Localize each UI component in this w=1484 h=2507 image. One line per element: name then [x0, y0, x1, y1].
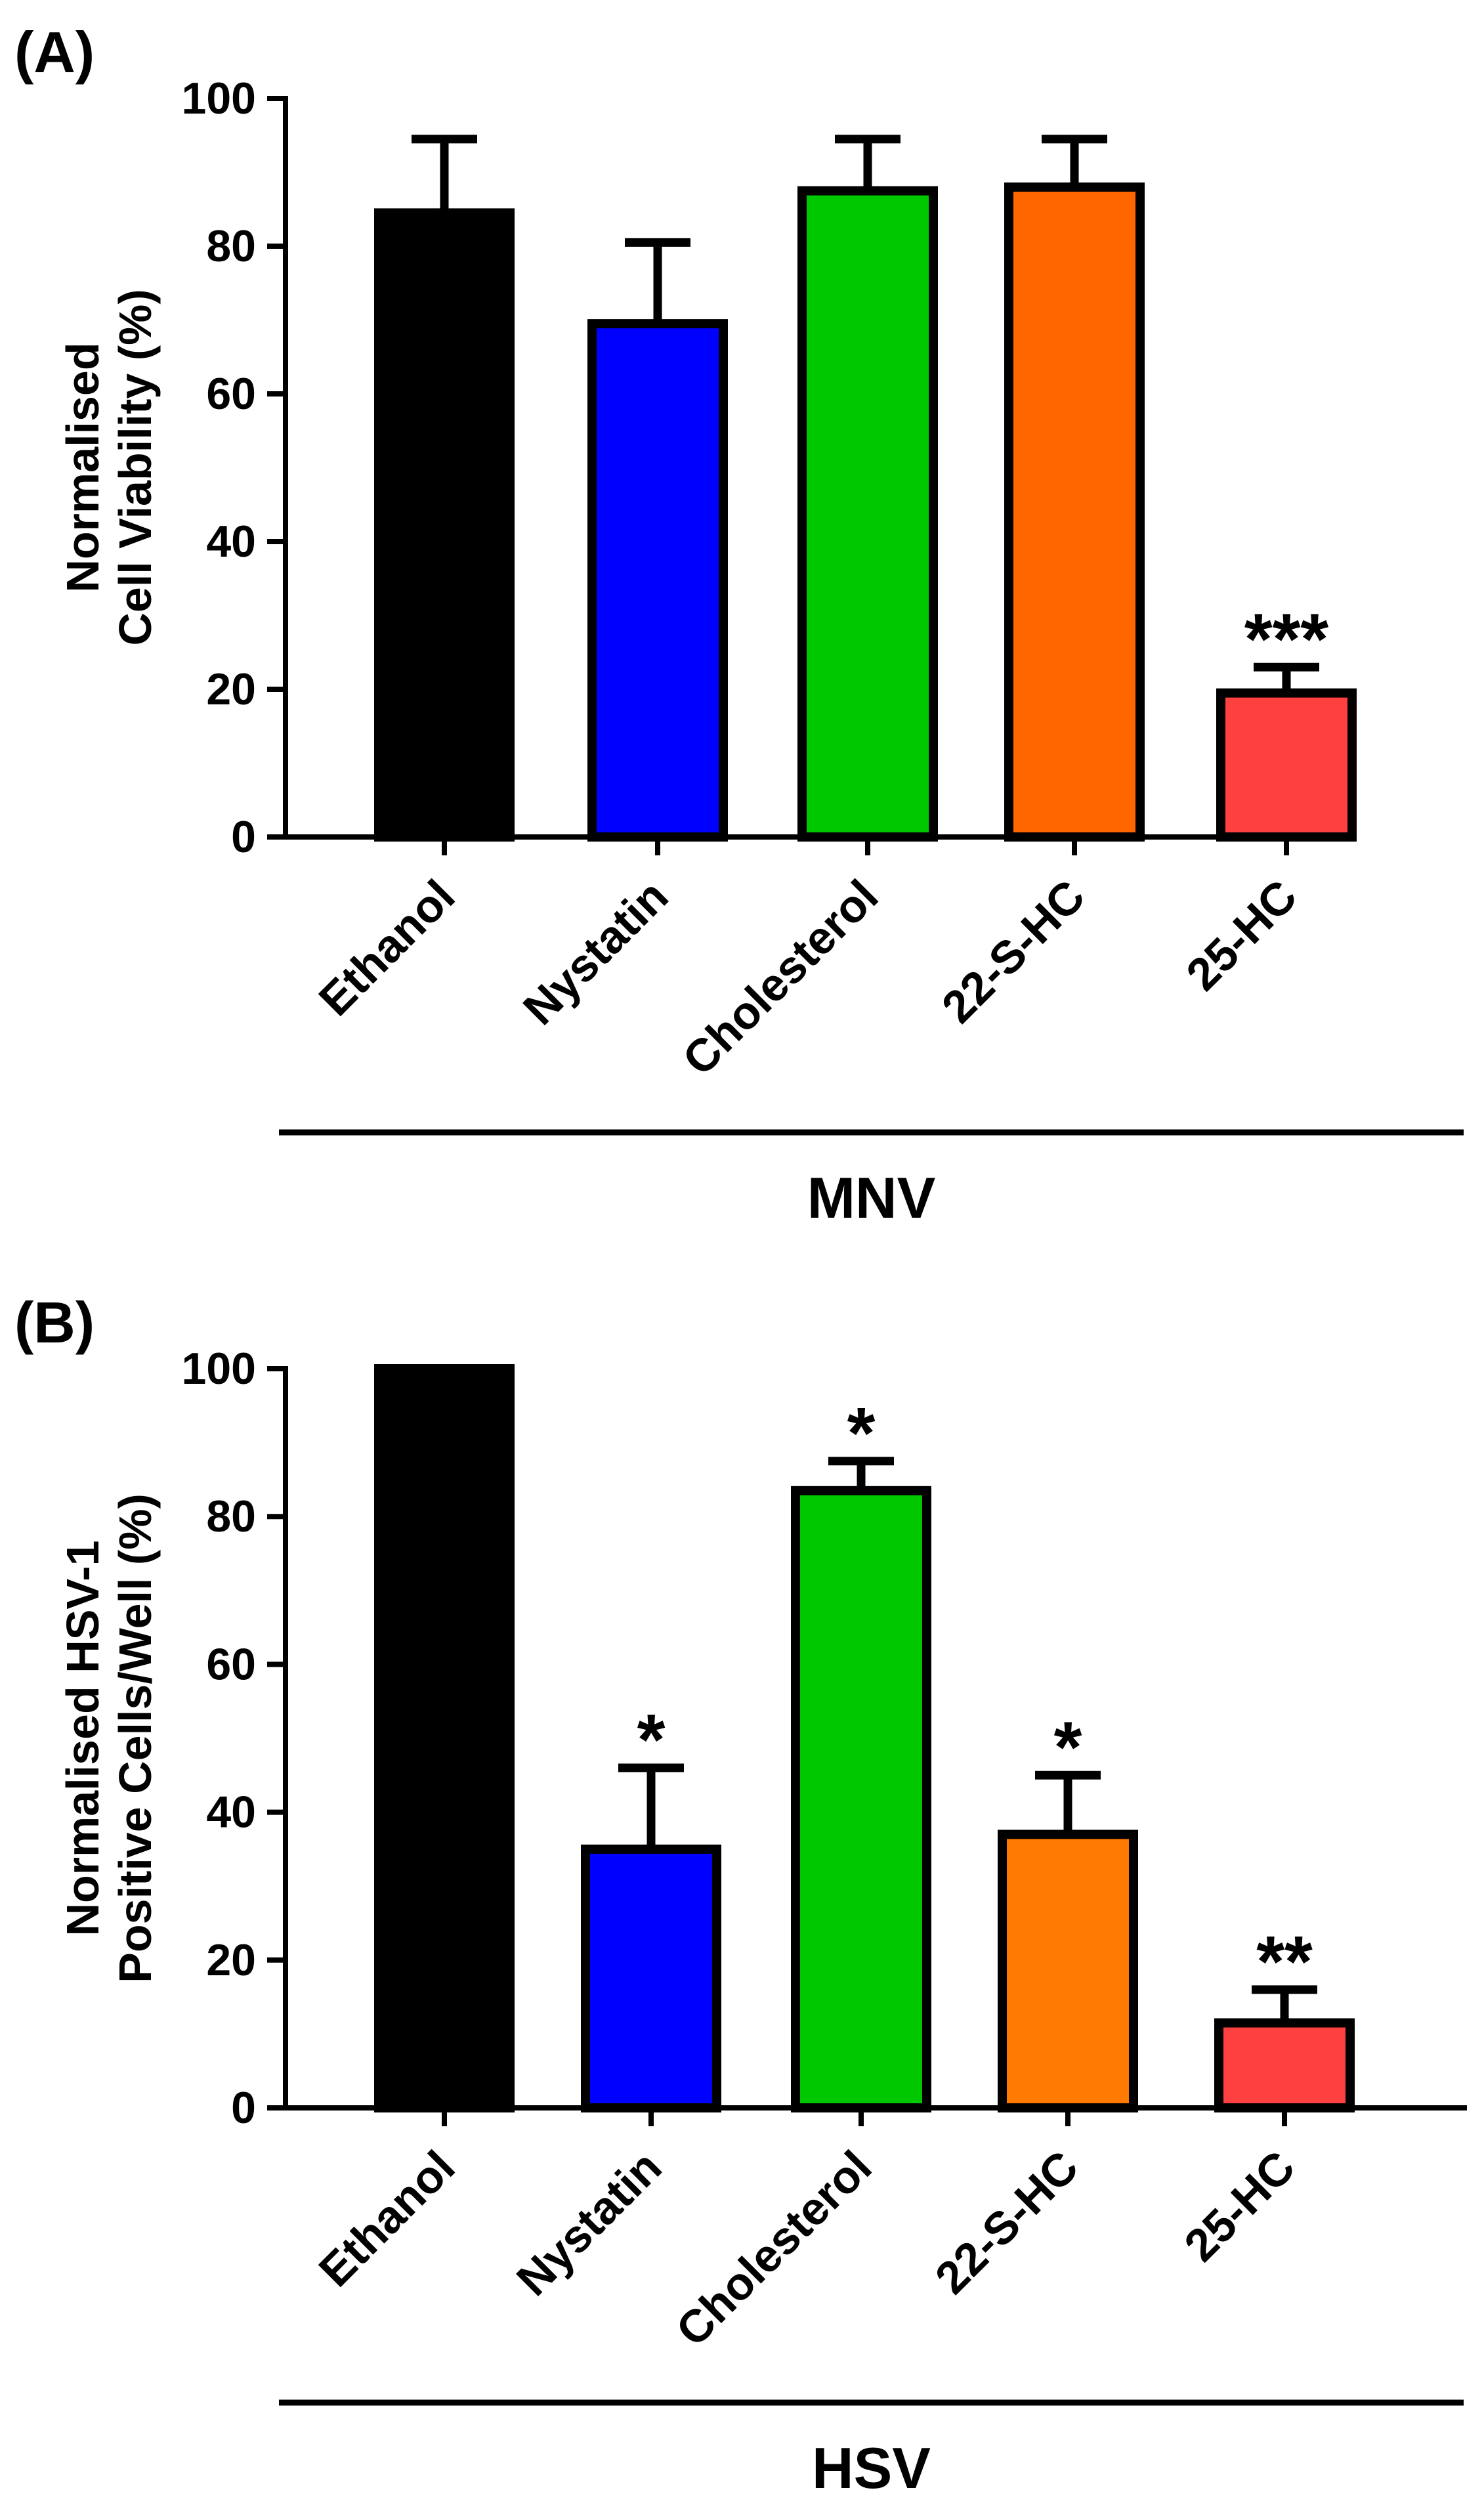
bar-25-hc [1214, 2018, 1355, 2113]
bar-ethanol [374, 1364, 515, 2112]
significance-marker: * [847, 1393, 876, 1474]
y-tick-label: 20 [206, 1935, 256, 1985]
y-axis-label: Normalised [57, 342, 108, 592]
y-tick-label: 40 [206, 1788, 256, 1837]
bar-25-hc [1216, 688, 1357, 842]
y-tick-label: 80 [206, 221, 256, 271]
bar-ethanol [374, 208, 515, 842]
y-tick-label: 80 [206, 1491, 256, 1541]
bar-nystatin [581, 1844, 721, 2112]
y-tick-label: 60 [206, 1639, 256, 1689]
x-tick-label: Nystatin [513, 870, 677, 1034]
x-tick-label: 22-S-HC [925, 2141, 1088, 2303]
bar-cholesterol [797, 186, 938, 842]
panel-label: (A) [14, 20, 95, 85]
y-axis-label: Positive Cells/Well (%) [110, 1493, 161, 1983]
group-label: HSV [812, 2435, 931, 2500]
y-tick-label: 100 [182, 1344, 256, 1394]
y-tick-label: 40 [206, 517, 256, 567]
significance-marker: ** [1256, 1921, 1313, 2002]
significance-marker: * [637, 1700, 666, 1780]
y-tick-label: 100 [182, 74, 256, 123]
y-axis-label: Normalised HSV-1 [57, 1541, 108, 1937]
x-tick-label: Cholesterol [666, 2141, 881, 2355]
x-tick-label: 25-HC [1174, 2141, 1304, 2271]
y-tick-label: 60 [206, 369, 256, 419]
significance-marker: * [1054, 1707, 1082, 1788]
x-tick-label: Ethanol [309, 2141, 465, 2296]
bar-22-s-hc [1004, 182, 1145, 842]
x-tick-label: Ethanol [309, 870, 465, 1025]
bar-22-s-hc [998, 1830, 1138, 2112]
group-label: MNV [807, 1165, 936, 1230]
panel-b: (B) Ethanol * Nystatin * Cholesterol * 22-S-HC *… [14, 1290, 1467, 2500]
y-axis-label: Cell Viability (%) [110, 289, 161, 645]
y-tick-label: 0 [231, 2083, 256, 2133]
significance-marker: *** [1244, 599, 1329, 679]
bar-nystatin [587, 319, 728, 842]
y-tick-label: 0 [231, 812, 256, 862]
x-tick-label: Nystatin [507, 2141, 671, 2305]
panel-label: (B) [14, 1290, 95, 1355]
y-tick-label: 20 [206, 664, 256, 714]
bar-cholesterol [791, 1486, 931, 2113]
x-tick-label: 22-S-HC [932, 870, 1095, 1033]
x-tick-label: 25-HC [1176, 870, 1306, 1000]
x-tick-label: Cholesterol [673, 870, 887, 1084]
